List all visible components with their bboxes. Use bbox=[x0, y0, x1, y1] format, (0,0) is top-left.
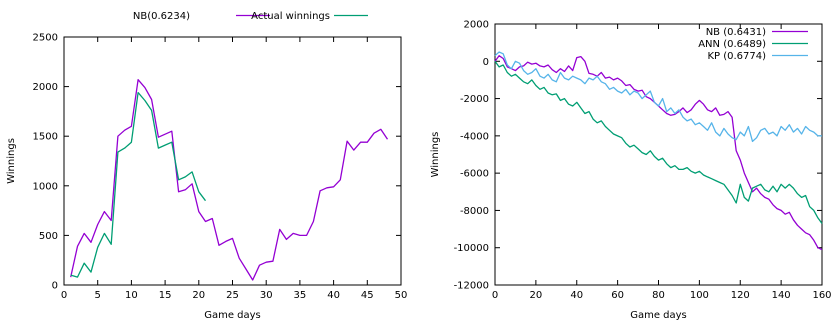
y-tick-label: -4000 bbox=[460, 131, 489, 142]
y-tick-label: 2000 bbox=[33, 82, 58, 93]
legend-label-1: NB (0.6431) bbox=[706, 27, 766, 38]
x-tick-label: 5 bbox=[95, 290, 101, 301]
y-tick-label: -8000 bbox=[460, 206, 489, 217]
y-tick-label: 500 bbox=[39, 231, 58, 242]
x-tick-label: 45 bbox=[361, 290, 374, 301]
x-tick-label: 15 bbox=[159, 290, 172, 301]
x-axis-label: Game days bbox=[630, 310, 687, 320]
legend-label-2: Actual winnings bbox=[251, 11, 330, 22]
x-tick-label: 40 bbox=[570, 290, 583, 301]
x-tick-label: 0 bbox=[492, 290, 498, 301]
series-line-3 bbox=[494, 51, 822, 143]
y-axis-label: Winnings bbox=[6, 138, 17, 184]
x-tick-label: 160 bbox=[812, 290, 831, 301]
x-tick-label: 20 bbox=[530, 290, 543, 301]
y-tick-label: -2000 bbox=[460, 94, 489, 105]
series-line-2 bbox=[70, 91, 207, 278]
y-tick-label: -12000 bbox=[454, 281, 489, 292]
legend-label-1: NB(0.6234) bbox=[133, 11, 190, 22]
series-line-1 bbox=[494, 55, 823, 251]
x-tick-label: 40 bbox=[327, 290, 340, 301]
x-tick-label: 50 bbox=[395, 290, 408, 301]
y-tick-label: 0 bbox=[483, 57, 489, 68]
x-tick-label: 100 bbox=[690, 290, 709, 301]
x-tick-label: 140 bbox=[772, 290, 791, 301]
x-tick-label: 20 bbox=[192, 290, 205, 301]
y-tick-label: 1000 bbox=[33, 181, 58, 192]
x-tick-label: 35 bbox=[294, 290, 307, 301]
x-tick-label: 30 bbox=[260, 290, 273, 301]
x-tick-label: 25 bbox=[226, 290, 239, 301]
y-tick-label: 2000 bbox=[464, 20, 489, 31]
plot-frame bbox=[494, 23, 823, 286]
chart-2: 0 20 40 60 80 100 120 140 160 2000 0 -2000 -4000 -600… bbox=[430, 20, 832, 320]
y-tick-label: -10000 bbox=[454, 243, 489, 254]
series-line-2 bbox=[494, 60, 823, 224]
y-axis-label: Winnings bbox=[430, 132, 441, 178]
x-tick-label: 0 bbox=[61, 290, 67, 301]
x-tick-label: 120 bbox=[731, 290, 750, 301]
legend-label-2: ANN (0.6489) bbox=[698, 39, 766, 50]
chart-1: 0 5 10 15 20 25 30 35 40 45 5005001000150020002500… bbox=[6, 11, 407, 320]
series-line-1 bbox=[70, 79, 389, 281]
y-tick-label: 1500 bbox=[33, 132, 58, 143]
legend-label-3: KP (0.6774) bbox=[707, 51, 766, 62]
x-tick-label: 60 bbox=[611, 290, 624, 301]
plot-frame bbox=[63, 36, 402, 286]
x-tick-label: 80 bbox=[652, 290, 665, 301]
x-axis-label: Game days bbox=[204, 310, 261, 320]
y-tick-label: -6000 bbox=[460, 169, 489, 180]
x-tick-label: 10 bbox=[125, 290, 138, 301]
y-tick-label: 2500 bbox=[33, 33, 58, 44]
y-tick-label: 0 bbox=[52, 281, 58, 292]
